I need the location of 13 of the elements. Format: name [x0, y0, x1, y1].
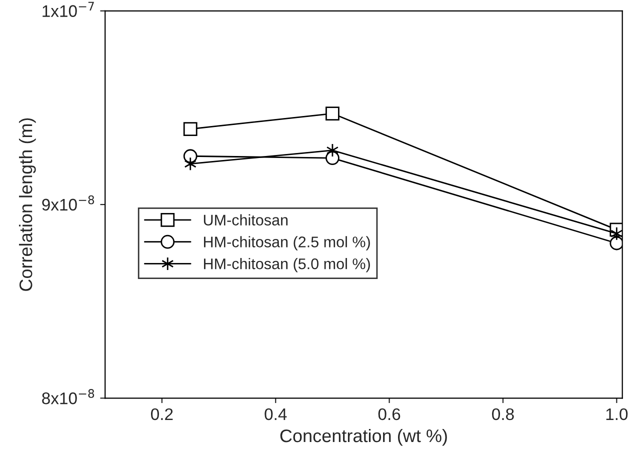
legend-label: UM-chitosan	[204, 214, 288, 226]
legend-label: HM-chitosan (2.5 mol %)	[204, 236, 370, 250]
y-tick-label: 9x10$^{−8}$	[42, 195, 94, 211]
x-tick-label: 1.0	[606, 408, 628, 420]
x-tick-label: 0.4	[264, 408, 287, 420]
x-tick-label: 0.8	[492, 408, 514, 420]
x-tick-label: 0.6	[378, 408, 400, 420]
y-tick-label: 8x10$^{−8}$	[42, 389, 94, 404]
x-axis-title: Concentration (wt %)	[280, 428, 447, 446]
y-axis-title: Correlation length (m)	[18, 118, 36, 291]
y-tick-label: 1x10$^{−7}$	[42, 2, 94, 17]
x-tick-label: 0.2	[151, 408, 173, 420]
legend-label: HM-chitosan (5.0 mol %)	[204, 258, 370, 272]
